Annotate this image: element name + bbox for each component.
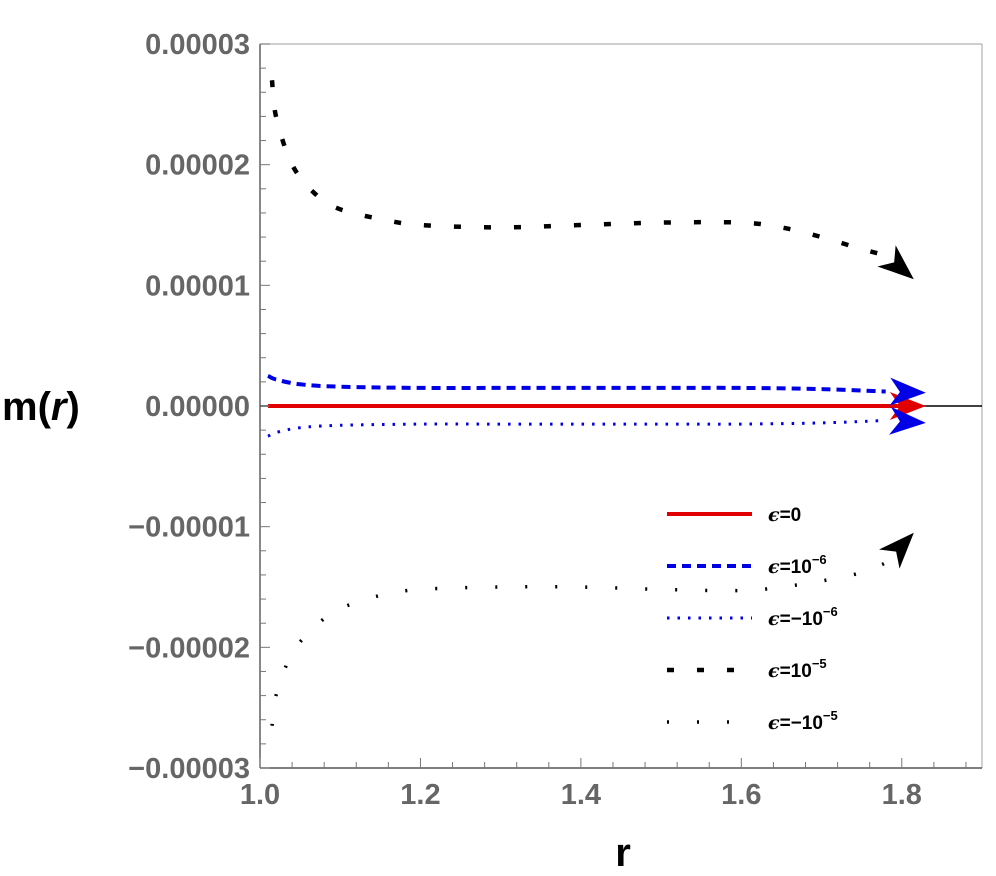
- legend-text: =10: [780, 557, 812, 578]
- y-tick-label: −0.00003: [128, 753, 250, 785]
- y-axis-title-prefix: m(: [2, 385, 52, 429]
- y-axis-title-var: r: [51, 385, 69, 429]
- legend-label-3: ϵ=10−5: [768, 656, 827, 682]
- legend-epsilon: ϵ: [768, 556, 780, 578]
- legend-superscript: −5: [812, 656, 827, 671]
- legend-epsilon: ϵ: [768, 504, 780, 526]
- y-tick-label: −0.00002: [128, 632, 250, 664]
- y-tick-label: 0.00000: [145, 391, 250, 423]
- x-tick-label: 1.8: [882, 779, 922, 811]
- legend-superscript: −6: [812, 552, 827, 567]
- legend-text: =−10: [780, 713, 823, 734]
- legend-epsilon: ϵ: [768, 712, 780, 734]
- y-axis-title: m(r): [2, 385, 80, 429]
- legend-superscript: −5: [823, 708, 838, 723]
- x-tick-label: 1.4: [561, 779, 601, 811]
- series-line-4: [270, 561, 887, 727]
- legend-epsilon: ϵ: [768, 608, 780, 630]
- x-tick-label: 1.6: [721, 779, 761, 811]
- legend: ϵ=0ϵ=10−6ϵ=−10−6ϵ=10−5ϵ=−10−5: [667, 504, 838, 734]
- series-line-2: [267, 419, 886, 438]
- series-arrow-1: [889, 377, 926, 406]
- legend-text: =−10: [780, 609, 823, 630]
- y-tick-label: 0.00003: [145, 29, 250, 61]
- legend-superscript: −6: [823, 604, 838, 619]
- legend-epsilon: ϵ: [768, 660, 780, 682]
- legend-text: =10: [780, 661, 812, 682]
- legend-label-1: ϵ=10−6: [768, 552, 827, 578]
- y-tick-label: −0.00001: [128, 512, 250, 544]
- x-tick-label: 1.2: [400, 779, 440, 811]
- series-arrow-3: [877, 245, 914, 280]
- legend-text: =0: [780, 505, 802, 526]
- series-line-3: [269, 79, 887, 258]
- x-axis-title: r: [615, 831, 631, 875]
- y-tick-label: 0.00001: [145, 270, 250, 302]
- legend-label-0: ϵ=0: [768, 504, 801, 526]
- x-tick-label: 1.0: [240, 779, 280, 811]
- y-tick-label: 0.00002: [145, 150, 250, 182]
- series-line-1: [267, 373, 886, 394]
- series-layer: [267, 79, 926, 727]
- series-arrow-4: [879, 532, 914, 569]
- series-arrow-2: [889, 406, 926, 435]
- legend-label-2: ϵ=−10−6: [768, 604, 838, 630]
- y-axis-title-suffix: ): [66, 385, 79, 429]
- legend-label-4: ϵ=−10−5: [768, 708, 838, 734]
- ticks-layer: 0.00003 0.00002 0.00001 0.00000 −0.00001 −0.0…: [128, 29, 967, 811]
